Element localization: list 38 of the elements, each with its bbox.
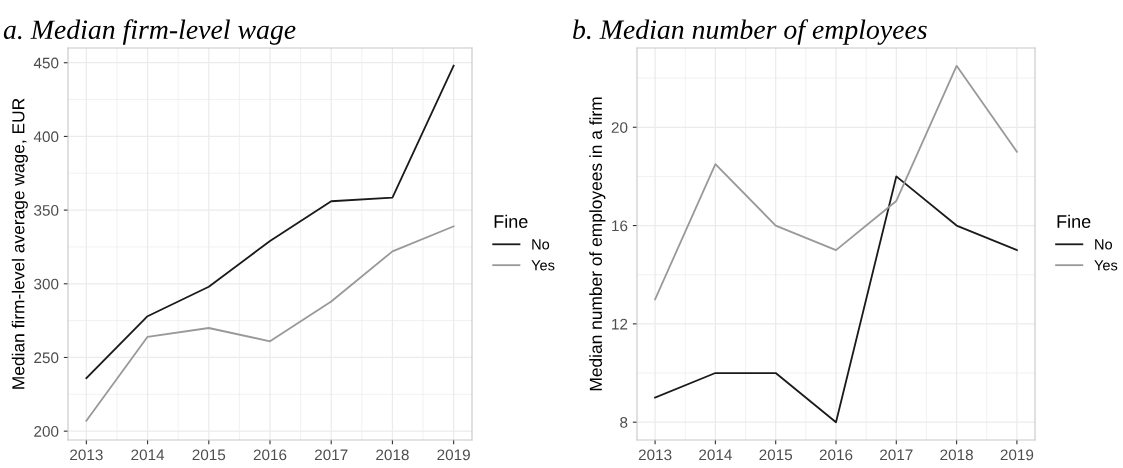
x-tick-label: 2013 [638,449,672,461]
y-axis-title: Median firm-level average wage, EUR [11,98,28,389]
y-tick-label: 300 [34,278,59,290]
y-tick-label: 16 [612,220,628,232]
line-series [654,175,1018,424]
y-axis-title: Median number of employees in a firm [589,97,606,391]
line-series [85,225,455,422]
x-tick-label: 2017 [880,449,913,461]
legend-title: Fine [1057,214,1091,228]
x-tick-label: 2013 [70,449,103,461]
x-tick-label: 2016 [819,449,853,461]
y-tick-label: 250 [34,352,59,364]
x-tick-label: 2014 [131,449,165,461]
x-tick-label: 2014 [699,449,732,461]
y-tick-label: 350 [34,204,59,216]
line-series [85,64,455,380]
legend-label: No [532,239,550,250]
x-tick-label: 2016 [253,449,287,461]
y-tick-label: 20 [611,122,628,133]
line-series [654,64,1018,301]
y-tick-label: 450 [33,57,59,69]
y-tick-label: 8 [620,417,628,428]
x-tick-label: 2019 [437,449,470,461]
x-tick-label: 2018 [940,449,973,461]
x-tick-label: 2019 [1000,449,1034,461]
legend-label: Yes [531,260,555,271]
legend-label: Yes [1094,260,1118,271]
x-tick-label: 2015 [759,449,793,461]
x-tick-label: 2015 [192,449,226,461]
y-tick-label: 12 [612,318,628,330]
chart-title: a. Median firm-level wage [3,19,296,45]
x-tick-label: 2018 [376,449,409,461]
legend-label: No [1095,239,1113,250]
chart-title: b. Median number of employees [573,19,927,45]
legend-title: Fine [494,214,528,228]
x-tick-label: 2017 [314,449,348,461]
y-tick-label: 400 [33,131,59,143]
y-tick-label: 200 [34,426,59,437]
